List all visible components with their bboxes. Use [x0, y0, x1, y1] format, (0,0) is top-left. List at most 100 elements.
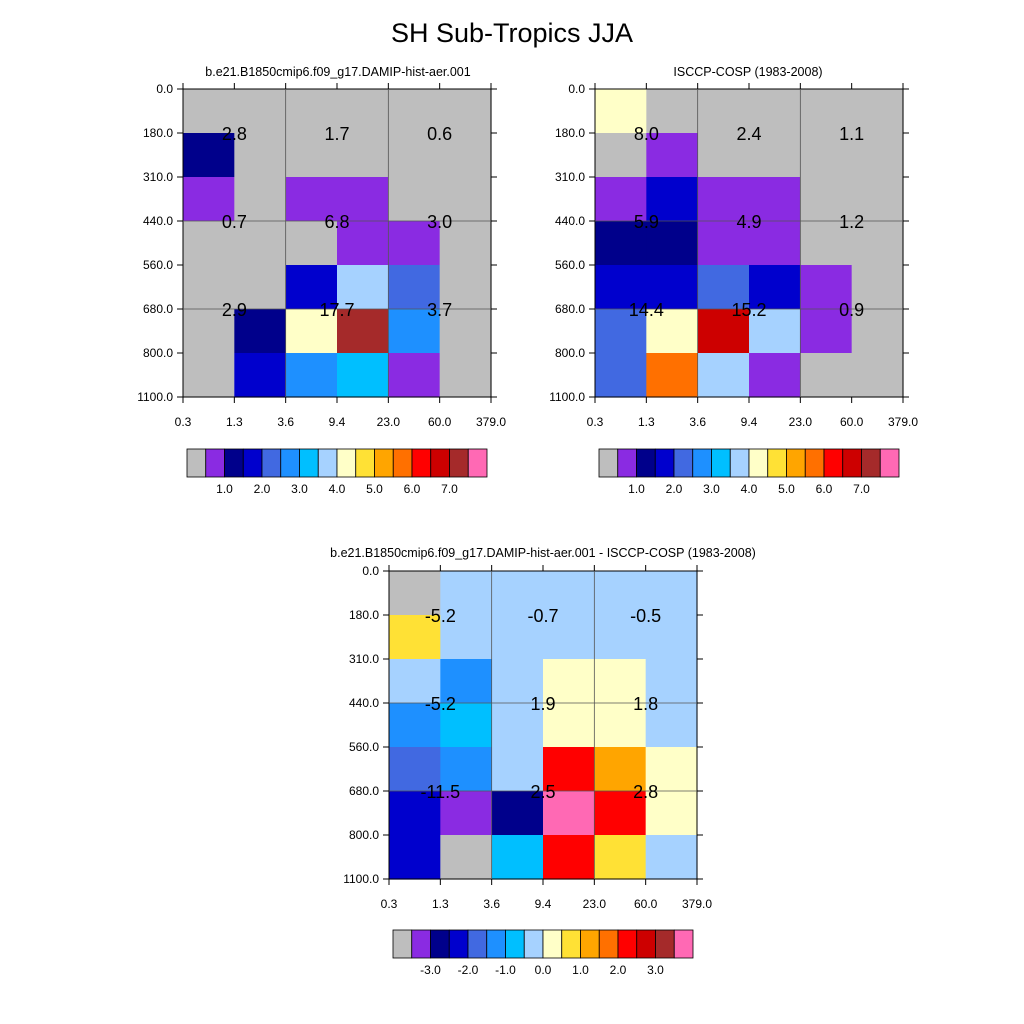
heatmap-cell: [645, 791, 698, 836]
heatmap-cell: [183, 177, 235, 222]
colorbar-swatch: [561, 929, 581, 959]
heatmap-cell: [439, 265, 492, 310]
heatmap-cell: [491, 615, 544, 660]
heatmap-cell: [594, 791, 647, 836]
colorbar-label: 2.0: [666, 482, 683, 496]
block-value-label: -0.7: [527, 606, 558, 626]
heatmap-cell: [183, 89, 235, 134]
x-tick-label: 9.4: [535, 897, 552, 911]
x-tick-label: 23.0: [583, 897, 607, 911]
heatmap-cell: [543, 835, 595, 880]
colorbar-label: 4.0: [329, 482, 346, 496]
colorbar-swatch: [804, 448, 825, 478]
colorbar-label: 5.0: [778, 482, 795, 496]
colorbar-label: 6.0: [816, 482, 833, 496]
heatmap-cell: [697, 353, 750, 398]
heatmap-cell: [851, 89, 904, 134]
y-tick-label: 800.0: [555, 346, 585, 360]
colorbar-swatch: [673, 929, 694, 959]
heatmap-cell: [183, 133, 235, 178]
heatmap-cell: [337, 309, 389, 354]
colorbar-swatch: [242, 448, 263, 478]
y-tick-label: 0.0: [362, 564, 379, 578]
heatmap-cell: [697, 177, 750, 222]
x-tick-label: 60.0: [840, 415, 864, 429]
colorbar-swatch: [486, 929, 506, 959]
heatmap-cell: [389, 659, 441, 704]
block-value-label: 5.9: [634, 212, 659, 232]
heatmap-cell: [543, 615, 595, 660]
colorbar-swatch: [786, 448, 806, 478]
heatmap-cell: [389, 747, 441, 792]
y-tick-label: 310.0: [555, 170, 585, 184]
colorbar-swatch: [523, 929, 544, 959]
y-tick-label: 0.0: [156, 82, 173, 96]
colorbar-label: 0.0: [535, 963, 552, 977]
colorbar-swatch: [467, 448, 488, 478]
colorbar-swatch: [448, 929, 469, 959]
heatmap-cell: [749, 265, 801, 310]
colorbar-swatch: [392, 929, 413, 959]
heatmap-cell: [697, 221, 750, 266]
heatmap-cell: [646, 89, 699, 134]
heatmap-cell: [697, 89, 750, 134]
x-tick-label: 3.6: [689, 415, 706, 429]
heatmap-cell: [594, 747, 647, 792]
colorbar-swatch: [449, 448, 469, 478]
heatmap-cell: [749, 221, 801, 266]
heatmap-cell: [337, 221, 389, 266]
y-tick-label: 180.0: [143, 126, 173, 140]
colorbar-label: 1.0: [628, 482, 645, 496]
colorbar-swatch: [748, 448, 769, 478]
heatmap-cell: [337, 177, 389, 222]
heatmap-cell: [285, 89, 338, 134]
heatmap-cell: [749, 133, 801, 178]
colorbar-swatch: [711, 448, 731, 478]
colorbar-swatch: [654, 448, 675, 478]
y-tick-label: 1100.0: [137, 390, 173, 404]
heatmap-cell: [234, 221, 287, 266]
colorbar-swatch: [861, 448, 881, 478]
heatmap-cell: [440, 703, 493, 748]
heatmap-cell: [234, 177, 287, 222]
y-tick-label: 310.0: [143, 170, 173, 184]
y-tick-label: 440.0: [143, 214, 173, 228]
heatmap-cell: [749, 177, 801, 222]
colorbar-swatch: [261, 448, 282, 478]
colorbar-label: 4.0: [741, 482, 758, 496]
colorbar-swatch: [842, 448, 862, 478]
heatmap-cell: [337, 265, 389, 310]
heatmap-cell: [594, 571, 647, 616]
heatmap-cell: [595, 89, 647, 134]
heatmap-cell: [543, 791, 595, 836]
heatmap-cell: [440, 571, 493, 616]
colorbar-swatch: [542, 929, 563, 959]
y-tick-label: 560.0: [349, 740, 379, 754]
y-tick-label: 440.0: [349, 696, 379, 710]
heatmap-cell: [234, 265, 287, 310]
x-tick-label: 1.3: [638, 415, 655, 429]
y-tick-label: 560.0: [555, 258, 585, 272]
y-tick-label: 800.0: [349, 828, 379, 842]
colorbar-swatch: [729, 448, 750, 478]
y-tick-label: 680.0: [555, 302, 585, 316]
heatmap-cell: [595, 221, 647, 266]
heatmap-cell: [183, 265, 235, 310]
heatmap-cell: [183, 221, 235, 266]
block-value-label: 4.9: [736, 212, 761, 232]
heatmap-cell: [646, 265, 699, 310]
colorbar-label: 5.0: [366, 482, 383, 496]
colorbar-swatch: [186, 448, 207, 478]
colorbar-swatch: [355, 448, 375, 478]
heatmap-cell: [800, 309, 853, 354]
x-tick-label: 23.0: [377, 415, 401, 429]
heatmap-cell: [595, 353, 647, 398]
heatmap-cell: [285, 177, 338, 222]
colorbar-swatch: [767, 448, 787, 478]
heatmap-cell: [389, 571, 441, 616]
colorbar-label: 6.0: [404, 482, 421, 496]
heatmap-cell: [800, 353, 853, 398]
block-value-label: 2.8: [633, 782, 658, 802]
heatmap-cell: [595, 177, 647, 222]
heatmap-cell: [594, 615, 647, 660]
